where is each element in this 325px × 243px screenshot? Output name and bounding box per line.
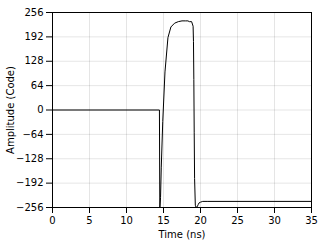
svg-text:−192: −192 bbox=[16, 177, 43, 188]
svg-text:64: 64 bbox=[31, 80, 44, 91]
svg-text:0: 0 bbox=[49, 215, 55, 226]
svg-text:25: 25 bbox=[231, 215, 244, 226]
svg-text:0: 0 bbox=[37, 104, 43, 115]
svg-text:35: 35 bbox=[305, 215, 318, 226]
svg-text:15: 15 bbox=[157, 215, 170, 226]
svg-text:30: 30 bbox=[268, 215, 281, 226]
svg-text:Amplitude (Code): Amplitude (Code) bbox=[5, 66, 16, 154]
svg-text:10: 10 bbox=[120, 215, 133, 226]
svg-text:192: 192 bbox=[24, 31, 43, 42]
svg-text:5: 5 bbox=[86, 215, 92, 226]
svg-text:−64: −64 bbox=[22, 129, 43, 140]
svg-text:128: 128 bbox=[24, 55, 43, 66]
svg-text:−256: −256 bbox=[16, 202, 43, 213]
svg-text:256: 256 bbox=[24, 7, 43, 18]
svg-text:Time (ns): Time (ns) bbox=[157, 229, 205, 240]
svg-text:−128: −128 bbox=[16, 153, 43, 164]
svg-text:20: 20 bbox=[194, 215, 207, 226]
